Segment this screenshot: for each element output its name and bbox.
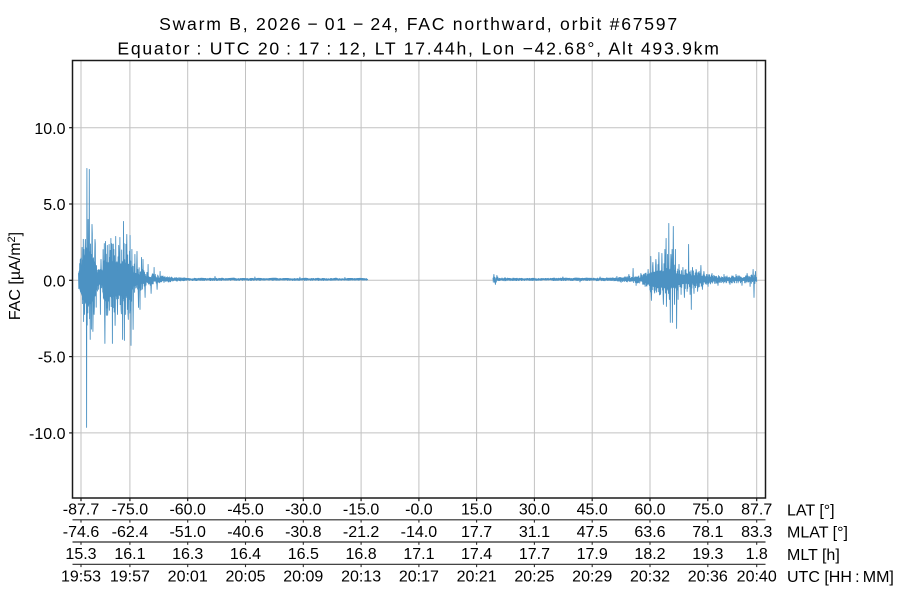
svg-text:Equator : UTC 20 : 17 : 12,: Equator : UTC 20 : 17 : 12, LT 17.44h, L… <box>117 38 720 58</box>
svg-text:17.4: 17.4 <box>461 546 492 563</box>
svg-text:15.0: 15.0 <box>461 502 492 519</box>
svg-text:18.2: 18.2 <box>634 546 665 563</box>
svg-text:UTC [HH : MM]: UTC [HH : MM] <box>787 569 894 586</box>
svg-text:16.8: 16.8 <box>346 546 377 563</box>
svg-text:1.8: 1.8 <box>746 546 768 563</box>
svg-text:17.1: 17.1 <box>403 546 434 563</box>
svg-text:87.7: 87.7 <box>741 502 772 519</box>
svg-text:75.0: 75.0 <box>692 502 723 519</box>
svg-text:10.0: 10.0 <box>34 121 65 138</box>
svg-text:-62.4: -62.4 <box>112 524 149 541</box>
svg-text:30.0: 30.0 <box>519 502 550 519</box>
svg-text:19.3: 19.3 <box>692 546 723 563</box>
svg-text:83.3: 83.3 <box>741 524 772 541</box>
svg-text:45.0: 45.0 <box>577 502 608 519</box>
svg-text:16.5: 16.5 <box>288 546 319 563</box>
svg-text:17.9: 17.9 <box>577 546 608 563</box>
svg-text:63.6: 63.6 <box>634 524 665 541</box>
svg-text:20:21: 20:21 <box>457 569 497 586</box>
svg-text:20:09: 20:09 <box>283 569 323 586</box>
svg-text:-51.0: -51.0 <box>169 524 206 541</box>
svg-text:-21.2: -21.2 <box>343 524 380 541</box>
svg-text:15.3: 15.3 <box>65 546 96 563</box>
svg-text:60.0: 60.0 <box>634 502 665 519</box>
svg-text:20:17: 20:17 <box>399 569 439 586</box>
svg-text:20:32: 20:32 <box>630 569 670 586</box>
svg-text:47.5: 47.5 <box>577 524 608 541</box>
svg-text:MLAT [°]: MLAT [°] <box>787 525 848 542</box>
svg-text:20:36: 20:36 <box>688 569 728 586</box>
svg-text:-75.0: -75.0 <box>112 502 149 519</box>
svg-text:20:25: 20:25 <box>514 569 554 586</box>
svg-text:16.3: 16.3 <box>172 546 203 563</box>
svg-text:5.0: 5.0 <box>43 197 65 214</box>
svg-text:16.4: 16.4 <box>230 546 261 563</box>
svg-text:LAT [°]: LAT [°] <box>787 502 835 519</box>
svg-text:20:01: 20:01 <box>168 569 208 586</box>
svg-text:20:13: 20:13 <box>341 569 381 586</box>
svg-text:19:53: 19:53 <box>61 569 101 586</box>
svg-text:MLT [h]: MLT [h] <box>787 547 840 564</box>
svg-text:-30.8: -30.8 <box>285 524 322 541</box>
svg-text:31.1: 31.1 <box>519 524 550 541</box>
svg-text:-5.0: -5.0 <box>38 350 66 367</box>
svg-text:-15.0: -15.0 <box>343 502 380 519</box>
svg-text:0.0: 0.0 <box>43 273 65 290</box>
svg-text:17.7: 17.7 <box>519 546 550 563</box>
svg-text:-45.0: -45.0 <box>227 502 264 519</box>
svg-text:20:40: 20:40 <box>737 569 777 586</box>
svg-text:17.7: 17.7 <box>461 524 492 541</box>
svg-text:-10.0: -10.0 <box>29 426 66 443</box>
svg-text:-74.6: -74.6 <box>63 524 100 541</box>
svg-text:-40.6: -40.6 <box>227 524 264 541</box>
svg-text:16.1: 16.1 <box>114 546 145 563</box>
svg-text:-30.0: -30.0 <box>285 502 322 519</box>
svg-text:19:57: 19:57 <box>110 569 150 586</box>
svg-text:-14.0: -14.0 <box>401 524 438 541</box>
svg-text:-60.0: -60.0 <box>169 502 206 519</box>
svg-text:Swarm B, 2026 − 01 − 24, FAC: Swarm B, 2026 − 01 − 24, FAC northward, … <box>159 14 679 34</box>
svg-text:20:29: 20:29 <box>572 569 612 586</box>
svg-text:78.1: 78.1 <box>692 524 723 541</box>
svg-text:20:05: 20:05 <box>225 569 265 586</box>
svg-text:-87.7: -87.7 <box>63 502 100 519</box>
svg-text:-0.0: -0.0 <box>405 502 433 519</box>
svg-text:FAC [µA/m2]: FAC [µA/m2] <box>6 232 24 320</box>
